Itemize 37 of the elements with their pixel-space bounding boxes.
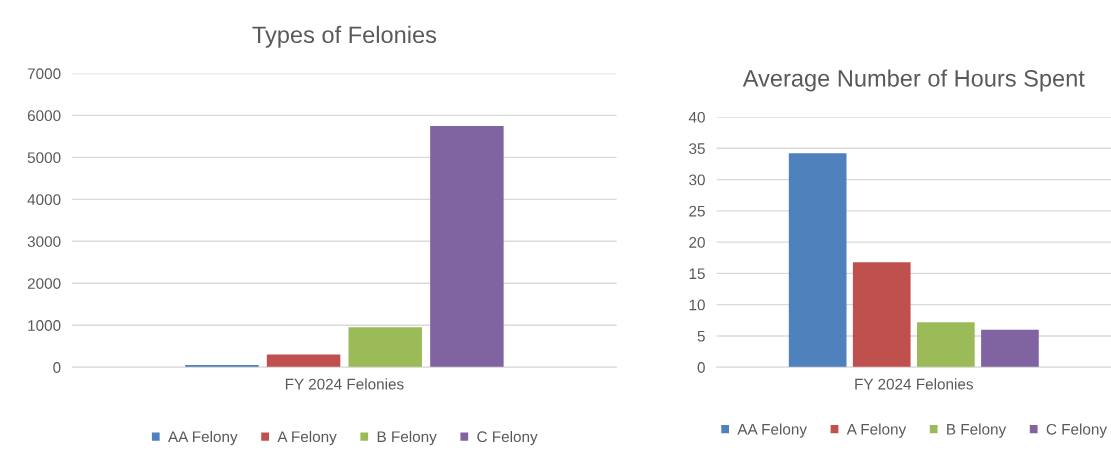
chart-title: Types of Felonies xyxy=(252,25,437,48)
legend-label: AA Felony xyxy=(168,430,238,446)
legend-label: B Felony xyxy=(947,423,1007,438)
bar xyxy=(266,354,341,368)
legend-label: C Felony xyxy=(1046,423,1108,438)
bar xyxy=(348,327,422,368)
y-tick-label: 5000 xyxy=(27,152,61,164)
x-tick-label: FY 2024 Felonies xyxy=(285,378,404,390)
bar xyxy=(981,329,1039,368)
y-tick-label: 4000 xyxy=(27,194,61,206)
y-tick-label: 0 xyxy=(53,362,61,373)
legend-label: C Felony xyxy=(477,430,538,446)
y-tick-label: 1000 xyxy=(28,320,61,331)
chart-title: Average Number of Hours Spent xyxy=(742,69,1085,92)
legend-label: A Felony xyxy=(846,423,907,438)
bar xyxy=(852,262,911,368)
y-tick-label: 15 xyxy=(689,268,705,280)
bar xyxy=(917,322,975,368)
y-tick-label: 10 xyxy=(689,299,705,311)
y-tick-label: 35 xyxy=(689,143,705,154)
bar xyxy=(788,153,847,368)
y-tick-label: 30 xyxy=(689,174,705,186)
y-tick-label: 3000 xyxy=(27,236,61,247)
legend-label: AA Felony xyxy=(737,423,807,438)
y-tick-label: 25 xyxy=(689,205,705,217)
y-tick-label: 40 xyxy=(688,111,705,123)
bar xyxy=(185,365,259,368)
bar xyxy=(430,125,504,368)
y-tick-label: 0 xyxy=(697,362,705,373)
x-tick-label: FY 2024 Felonies xyxy=(855,378,973,390)
y-tick-label: 20 xyxy=(689,236,705,248)
legend-label: B Felony xyxy=(377,430,437,446)
y-tick-label: 2000 xyxy=(27,278,61,289)
legend-label: A Felony xyxy=(277,430,337,446)
y-tick-label: 6000 xyxy=(27,110,61,122)
y-tick-label: 5 xyxy=(697,330,705,342)
y-tick-label: 7000 xyxy=(27,68,61,80)
